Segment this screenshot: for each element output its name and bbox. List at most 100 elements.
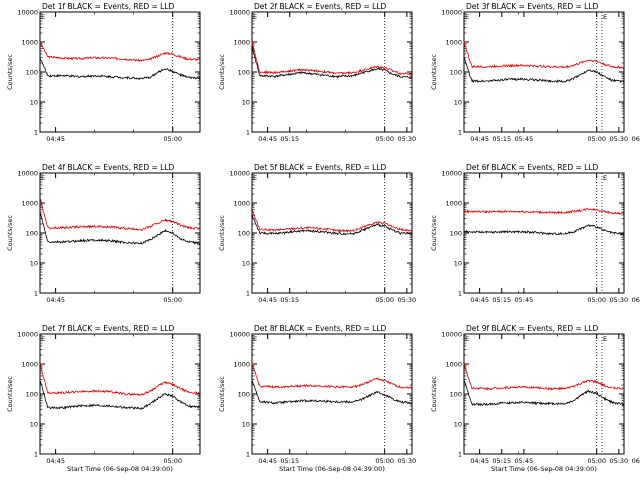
y-tick-label: 1000	[21, 361, 38, 369]
lld-series-line	[463, 207, 625, 215]
x-tick-label: 04:45	[470, 457, 489, 465]
y-tick-label: 10	[30, 260, 38, 268]
x-tick-label: 05:15	[280, 296, 299, 304]
x-tick-label: 05:00	[375, 296, 394, 304]
y-tick-label: 10	[454, 260, 462, 268]
y-tick-label: 1	[34, 451, 38, 459]
y-tick-label: 1000	[445, 361, 462, 369]
y-tick-label: 1	[246, 129, 250, 137]
y-axis-label: Counts/sec	[218, 215, 226, 251]
y-tick-label: 1000	[233, 200, 250, 208]
y-tick-label: 10000	[17, 331, 38, 339]
y-tick-label: 1	[458, 451, 462, 459]
y-tick-label: 10000	[441, 331, 462, 339]
y-tick-label: 10	[242, 260, 250, 268]
y-tick-label: 100	[26, 391, 38, 399]
chart-panel: Det 2f BLACK = Events, RED = LLD11010010…	[218, 2, 628, 143]
chart-title: Det 6f BLACK = Events, RED = LLD	[466, 163, 599, 172]
x-tick-label: 04:45	[470, 296, 489, 304]
x-tick-label: 04:45	[46, 296, 65, 304]
lld-series-line	[251, 362, 412, 390]
x-tick-label: 06:00	[632, 457, 640, 465]
y-tick-label: 10	[242, 421, 250, 429]
y-tick-label: 1	[34, 129, 38, 137]
events-series-line	[39, 380, 200, 411]
events-series-line	[463, 58, 625, 84]
y-tick-label: 100	[450, 230, 462, 238]
y-tick-label: 10000	[229, 9, 250, 17]
event-marker: E	[603, 13, 607, 21]
chart-title: Det 2f BLACK = Events, RED = LLD	[254, 2, 387, 11]
lld-series-line	[39, 42, 201, 63]
lld-series-line	[463, 364, 625, 391]
event-marker: E	[603, 335, 607, 343]
event-marker: E	[253, 174, 257, 182]
chart-panel: Det 5f BLACK = Events, RED = LLD 1 10 100 10…	[218, 163, 628, 304]
lld-series-line	[251, 41, 413, 76]
plot-frame	[39, 172, 201, 294]
y-tick-label: 10000	[17, 170, 38, 178]
y-tick-label: 10000	[17, 9, 38, 17]
lld-series-line	[39, 363, 200, 397]
y-tick-label: 10	[454, 99, 462, 107]
lld-series-line	[463, 41, 625, 70]
chart-panel: Det 4f BLACK = Events, RED = LLD11010010…	[6, 163, 640, 304]
y-tick-label: 1	[458, 290, 462, 298]
event-marker: E	[465, 335, 469, 343]
events-series-line	[251, 380, 412, 405]
x-tick-label: 05:30	[397, 296, 416, 304]
y-tick-label: 10000	[229, 170, 250, 178]
lld-series-line	[39, 198, 201, 231]
event-marker: E	[465, 13, 469, 21]
plot-frame	[463, 11, 625, 133]
x-tick-label: 04:45	[258, 296, 277, 304]
x-tick-label: 05:00	[587, 296, 606, 304]
y-tick-label: 1	[458, 129, 462, 137]
x-tick-label: 05:30	[397, 135, 416, 143]
x-tick-label: 05:30	[609, 135, 628, 143]
event-marker: E	[41, 174, 45, 182]
y-tick-label: 100	[450, 391, 462, 399]
y-axis-label: Counts/sec	[430, 215, 438, 251]
chart-title: Det 1f BLACK = Events, RED = LLD	[42, 2, 175, 11]
y-tick-label: 100	[238, 230, 250, 238]
plot-frame	[39, 11, 201, 133]
x-tick-label: 05:15	[280, 135, 299, 143]
chart-title: Det 7f BLACK = Events, RED = LLD	[42, 324, 175, 333]
event-marker: E	[465, 174, 469, 182]
x-tick-label: 05:15	[280, 457, 299, 465]
y-tick-label: 1000	[21, 39, 38, 47]
chart-title: Det 8f BLACK = Events, RED = LLD	[254, 324, 387, 333]
y-axis-label: Counts/sec	[6, 376, 14, 412]
x-tick-label: 05:15	[492, 457, 511, 465]
x-axis-label: Start Time (06-Sep-08 04:39:00)	[279, 465, 385, 473]
chart-panel: Det 8f BLACK = Events, RED = LLD 1 10 100 10…	[218, 324, 628, 473]
y-tick-label: 1000	[233, 39, 250, 47]
chart-panel: Det 3f BLACK = Events, RED = LLD 1 10 100 10…	[430, 2, 625, 143]
y-axis-label: Counts/sec	[6, 215, 14, 251]
events-series-line	[251, 214, 413, 236]
y-tick-label: 10	[242, 99, 250, 107]
y-tick-label: 10	[30, 99, 38, 107]
y-tick-label: 100	[238, 391, 250, 399]
y-tick-label: 100	[238, 69, 250, 77]
x-tick-label: 06:00	[632, 296, 640, 304]
plot-frame	[251, 333, 413, 455]
x-tick-label: 04:45	[46, 135, 65, 143]
x-axis-label: Start Time (06-Sep-08 04:39:00)	[491, 465, 597, 473]
y-tick-label: 100	[450, 69, 462, 77]
chart-title: Det 5f BLACK = Events, RED = LLD	[254, 163, 387, 172]
event-marker: E	[253, 335, 257, 343]
x-axis-label: Start Time (06-Sep-08 04:39:00)	[67, 465, 173, 473]
x-tick-label: 05:30	[397, 457, 416, 465]
x-tick-label: 05:00	[587, 457, 606, 465]
chart-title: Det 9f BLACK = Events, RED = LLD	[466, 324, 599, 333]
events-series-line	[463, 379, 625, 407]
events-series-line	[39, 212, 201, 246]
x-tick-label: 04:45	[470, 135, 489, 143]
y-tick-label: 1000	[445, 39, 462, 47]
y-tick-label: 10000	[441, 170, 462, 178]
lld-series-line	[251, 209, 413, 233]
chart-panel: Det 1f BLACK = Events, RED = LLD11010010…	[6, 2, 640, 143]
